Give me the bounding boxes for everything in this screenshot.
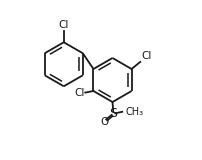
Text: Cl: Cl [58, 20, 69, 30]
Text: O: O [99, 117, 108, 127]
Text: CH₃: CH₃ [124, 107, 142, 117]
Text: S: S [109, 107, 117, 120]
Text: Cl: Cl [74, 88, 84, 98]
Text: Cl: Cl [140, 52, 151, 61]
